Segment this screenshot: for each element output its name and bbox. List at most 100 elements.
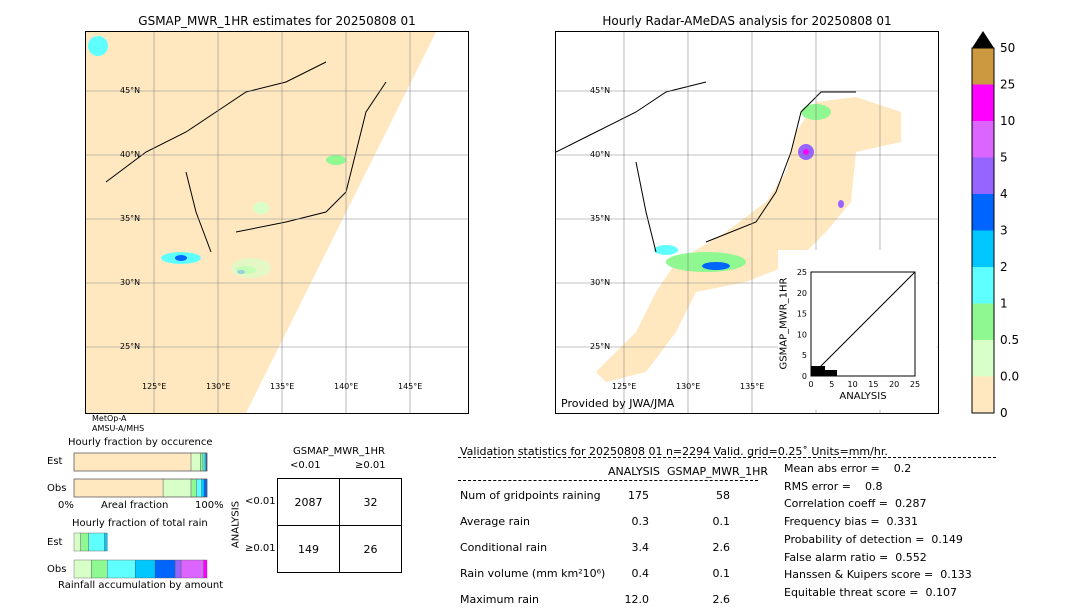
fraction-bar-segment (190, 452, 201, 472)
fraction-bar-segment (200, 452, 204, 472)
coastline (556, 81, 856, 253)
rain-patch (175, 255, 187, 261)
occurrence-xlabel: Areal fraction (101, 500, 169, 511)
est-label: Est (47, 456, 63, 467)
colorbar-segment (972, 230, 994, 267)
stat-gsmap: 0.1 (712, 515, 731, 528)
stat-gsmap: 2.6 (712, 593, 731, 606)
score: Frequency bias = 0.331 (784, 515, 919, 529)
fraction-bar-segment (73, 532, 81, 552)
inset-ylabel: GSMAP_MWR_1HR (778, 277, 790, 370)
scatter-inset: 0 0 5 5 10 10 15 15 20 20 25 25 ANALYSIS GSMAP_MWR_… (778, 250, 937, 410)
stats-col-analysis: ANALYSIS (608, 465, 660, 478)
occurrence-title: Hourly fraction by occurence (68, 437, 213, 448)
no-rain-area (596, 97, 901, 382)
stat-analysis: 12.0 (624, 593, 650, 606)
table-title: GSMAP_MWR_1HR (293, 446, 385, 457)
inset-xlabel: ANALYSIS (839, 391, 887, 402)
fraction-bar-segment (203, 559, 208, 579)
lat-label: 25°N (590, 342, 611, 351)
stat-gsmap: 2.6 (712, 541, 731, 554)
colorbar-label: 0.01 (1000, 370, 1020, 384)
lon-label: 140°E (334, 382, 359, 391)
stat-gsmap: 0.1 (712, 567, 731, 580)
diagonal-line (810, 271, 916, 377)
score: Equitable threat score = 0.107 (784, 585, 957, 599)
obs-label: Obs (47, 483, 67, 494)
stat-gsmap: 58 (716, 489, 730, 502)
score: Correlation coeff = 0.287 (784, 497, 927, 511)
inset-xtick: 5 (829, 380, 834, 389)
lat-label: 40°N (590, 150, 611, 159)
colorbar-label: 3 (1000, 224, 1008, 238)
colorbar-segment (972, 376, 994, 413)
lon-label: 145°E (398, 382, 423, 391)
fraction-bar-segment (104, 532, 108, 552)
row-header: <0.01 (245, 496, 276, 507)
colorbar-segment (972, 121, 994, 158)
left-map: 45°N 40°N 35°N 30°N 25°N 125°E 130°E 135… (85, 31, 469, 414)
fraction-bar-segment (107, 559, 136, 579)
colorbar-frame (971, 47, 995, 414)
table-row-label: ANALYSIS (230, 500, 242, 549)
right-map-title: Hourly Radar-AMeDAS analysis for 2025080… (602, 14, 892, 28)
fraction-bar-segment (134, 559, 156, 579)
fraction-bar-segment (91, 559, 108, 579)
rain-patch (803, 149, 809, 155)
fraction-bar-segment (80, 532, 89, 552)
score: Hanssen & Kuipers score = 0.133 (784, 568, 972, 582)
colorbar-label: 25 (1000, 78, 1015, 92)
rain-patch (88, 36, 108, 56)
inset-ytick: 25 (797, 268, 807, 277)
sensor-line: AMSU-A/MHS (92, 424, 145, 433)
colorbar-label: 0 (1000, 406, 1008, 418)
stat-analysis: 175 (628, 489, 649, 502)
fraction-bar-segment (204, 478, 208, 498)
lat-label: 45°N (590, 86, 611, 95)
est-label: Est (47, 537, 63, 548)
score: RMS error = 0.8 (784, 479, 883, 493)
lon-label: 125°E (142, 382, 167, 391)
gridlines (86, 32, 468, 413)
inset-ytick: 5 (802, 351, 807, 360)
inset-xtick: 15 (868, 380, 878, 389)
left-map-title: GSMAP_MWR_1HR estimates for 20250808 01 (138, 14, 416, 28)
inset-frame (810, 271, 916, 377)
bar-frame (73, 478, 208, 498)
fraction-bar-segment (73, 478, 164, 498)
fraction-bars (73, 452, 208, 579)
colorbar-segment (972, 340, 994, 377)
fraction-bar-segment (88, 532, 105, 552)
rain-patch (326, 155, 346, 165)
obs-label: Obs (47, 564, 67, 575)
inset-xtick: 0 (808, 380, 813, 389)
lat-label: 30°N (590, 278, 611, 287)
stat-analysis: 0.3 (631, 515, 650, 528)
colorbar-label: 2 (1000, 260, 1008, 274)
colorbar-label: 1 (1000, 297, 1008, 311)
colorbar-segment (972, 48, 994, 85)
colorbar-label: 10 (1000, 114, 1015, 128)
col-header: ≥0.01 (355, 460, 386, 471)
inset-ytick: 20 (797, 289, 807, 298)
fraction-bar-segment (73, 559, 92, 579)
stat-label: Conditional rain (460, 541, 548, 554)
table-cell: 2087 (277, 478, 340, 526)
stat-analysis: 0.4 (631, 567, 650, 580)
lon-label: 130°E (206, 382, 231, 391)
stat-label: Maximum rain (460, 593, 539, 606)
rain-patch (253, 202, 269, 214)
inset-xtick: 20 (889, 380, 899, 389)
fraction-bar-segment (73, 452, 192, 472)
colorbar-label: 4 (1000, 187, 1008, 201)
lon-label: 125°E (612, 382, 637, 391)
stats-header: Validation statistics for 20250808 01 n=… (460, 445, 888, 458)
fraction-bar-segment (190, 478, 197, 498)
sensor-line: MetOp-A (92, 414, 127, 423)
fraction-bar-segment (162, 478, 192, 498)
divider (458, 480, 758, 481)
lat-label: 45°N (120, 86, 141, 95)
fraction-bar-segment (196, 478, 202, 498)
lon-label: 135°E (270, 382, 295, 391)
stat-analysis: 3.4 (631, 541, 650, 554)
